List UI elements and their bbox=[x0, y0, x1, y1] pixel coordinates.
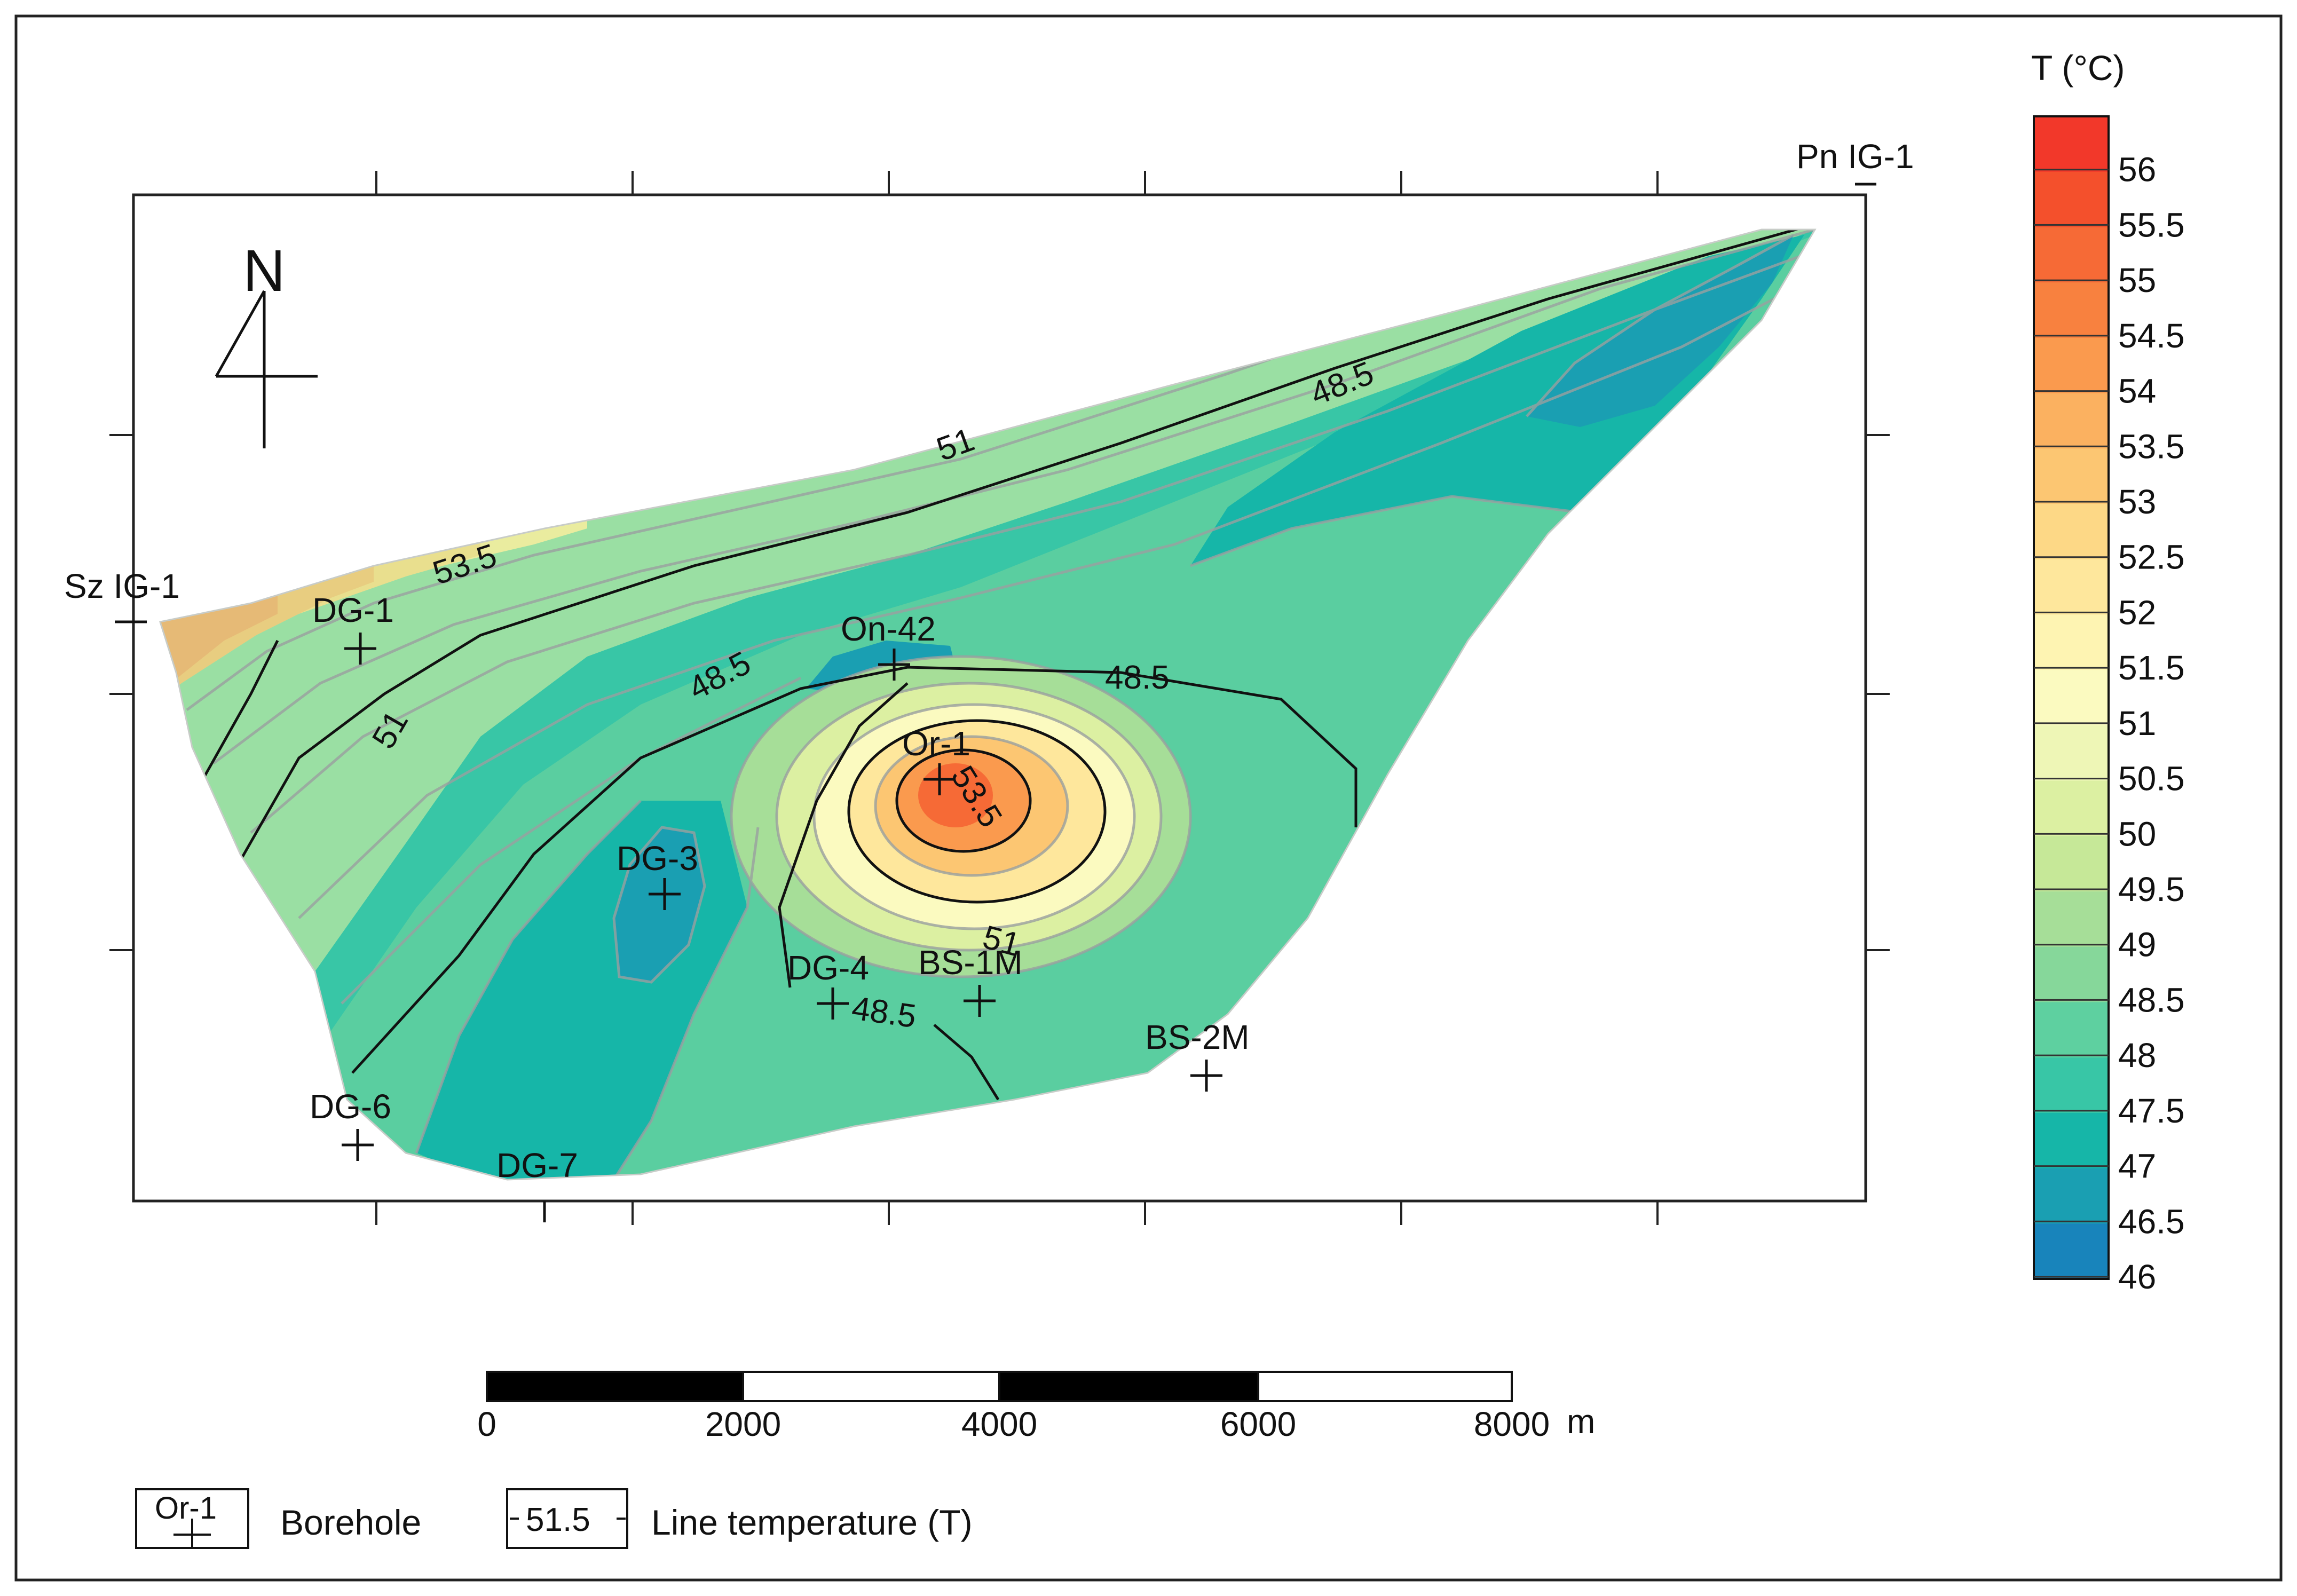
borehole[interactable] bbox=[878, 649, 910, 681]
colorbar: 56 55.5 55 54.5 54 53.5 53 52.5 52 51.5 51 50.5 50 49… bbox=[2033, 115, 2185, 1296]
colorbar-tick-label: 53.5 bbox=[2118, 427, 2185, 465]
colorbar-swatch bbox=[2034, 1057, 2109, 1113]
boreholes bbox=[115, 183, 1876, 1222]
axis-ticks bbox=[109, 171, 1890, 1225]
borehole[interactable] bbox=[115, 606, 147, 638]
legend-line-swatch bbox=[506, 1488, 628, 1549]
colorbar-swatch bbox=[2034, 1168, 2109, 1224]
scale-tick: 2000 bbox=[705, 1405, 781, 1443]
colorbar-title: T (°C) bbox=[2031, 48, 2125, 88]
borehole-label: Pn IG-1 bbox=[1796, 137, 1914, 176]
borehole-label: DG-3 bbox=[617, 839, 698, 878]
colorbar-frame bbox=[2033, 115, 2110, 1280]
borehole[interactable] bbox=[344, 633, 376, 665]
borehole-label: BS-2M bbox=[1145, 1018, 1250, 1056]
borehole[interactable] bbox=[923, 763, 956, 795]
colorbar-tick-label: 52 bbox=[2118, 593, 2156, 631]
colorbar-tick-label: 50.5 bbox=[2118, 760, 2185, 798]
scale-unit: m bbox=[1567, 1402, 1595, 1441]
colorbar-swatch bbox=[2034, 891, 2109, 947]
legend-borehole-sample: Or-1 bbox=[155, 1491, 217, 1526]
colorbar-tick-label: 47 bbox=[2118, 1147, 2156, 1186]
colorbar-tick-label: 55 bbox=[2118, 261, 2156, 299]
colorbar-tick-label: 50 bbox=[2118, 815, 2156, 853]
colorbar-tick-label: 47.5 bbox=[2118, 1092, 2185, 1130]
colorbar-swatch bbox=[2034, 614, 2109, 670]
borehole-label: DG-1 bbox=[312, 591, 394, 629]
colorbar-tick-label: 46 bbox=[2118, 1258, 2156, 1296]
colorbar-tick-label: 53 bbox=[2118, 483, 2156, 521]
colorbar-tick-label: 48 bbox=[2118, 1036, 2156, 1074]
colorbar-swatch bbox=[2034, 504, 2109, 560]
scale-tick: 4000 bbox=[961, 1405, 1037, 1443]
contour-label: 48.5 bbox=[849, 990, 918, 1035]
colorbar-swatch bbox=[2034, 171, 2109, 227]
colorbar-tick-label: 49 bbox=[2118, 926, 2156, 964]
colorbar-swatch bbox=[2034, 1002, 2109, 1058]
colorbar-swatch bbox=[2034, 227, 2109, 283]
contour-label: 48.5 bbox=[1105, 659, 1170, 696]
map-axes-box bbox=[132, 193, 1867, 1203]
scale-tick: 6000 bbox=[1220, 1405, 1296, 1443]
colorbar-tick-label: 46.5 bbox=[2118, 1202, 2185, 1241]
borehole-label: DG-4 bbox=[787, 949, 869, 987]
scale-bar bbox=[486, 1371, 1513, 1402]
legend-line-label: Line temperature (T) bbox=[651, 1503, 973, 1542]
borehole-label: On-42 bbox=[841, 610, 936, 648]
legend-borehole-label: Borehole bbox=[280, 1503, 421, 1542]
colorbar-swatch bbox=[2034, 725, 2109, 781]
colorbar-swatch bbox=[2034, 1223, 2109, 1279]
borehole[interactable] bbox=[1190, 1060, 1222, 1092]
scale-tick: 8000 bbox=[1474, 1405, 1550, 1443]
colorbar-swatch bbox=[2034, 670, 2109, 726]
colorbar-swatch bbox=[2034, 946, 2109, 1002]
borehole-labels: Sz IG-1 Pn IG-1 DG-1 On-42 Or-1 DG-3 DG-… bbox=[64, 137, 1914, 1184]
colorbar-tick-label: 56 bbox=[2118, 151, 2156, 189]
scale-tick: 0 bbox=[477, 1405, 496, 1443]
borehole-label: Or-1 bbox=[902, 724, 970, 763]
north-label: N bbox=[243, 238, 285, 304]
borehole[interactable] bbox=[649, 878, 681, 910]
borehole[interactable] bbox=[964, 985, 996, 1017]
colorbar-swatch bbox=[2034, 448, 2109, 504]
colorbar-tick-label: 48.5 bbox=[2118, 981, 2185, 1019]
colorbar-swatch bbox=[2034, 836, 2109, 892]
colorbar-swatch bbox=[2034, 282, 2109, 338]
borehole-label: DG-6 bbox=[310, 1087, 391, 1126]
scale-bar-ticks: 0 2000 4000 6000 8000 bbox=[477, 1405, 1550, 1443]
borehole[interactable] bbox=[817, 987, 849, 1020]
legend-line-sample: 51.5 bbox=[526, 1502, 590, 1538]
colorbar-tick-label: 49.5 bbox=[2118, 870, 2185, 908]
colorbar-tick-label: 51.5 bbox=[2118, 649, 2185, 687]
borehole[interactable] bbox=[342, 1129, 374, 1161]
colorbar-swatch bbox=[2034, 780, 2109, 836]
colorbar-swatch bbox=[2034, 116, 2109, 172]
colorbar-tick-label: 52.5 bbox=[2118, 538, 2185, 576]
colorbar-tick-label: 54.5 bbox=[2118, 317, 2185, 355]
colorbar-tick-label: 54 bbox=[2118, 372, 2156, 410]
colorbar-tick-label: 55.5 bbox=[2118, 206, 2185, 244]
borehole-label: DG-7 bbox=[496, 1146, 578, 1184]
legend: Or-1 Borehole 51.5 Line temperature (T) bbox=[135, 1488, 973, 1549]
north-arrow-icon bbox=[215, 290, 318, 448]
borehole-label: BS-1M bbox=[918, 943, 1023, 982]
borehole-label: Sz IG-1 bbox=[64, 567, 180, 605]
colorbar-swatch bbox=[2034, 1112, 2109, 1169]
colorbar-swatch bbox=[2034, 393, 2109, 449]
colorbar-swatch bbox=[2034, 559, 2109, 615]
colorbar-tick-label: 51 bbox=[2118, 704, 2156, 742]
colorbar-swatch bbox=[2034, 337, 2109, 394]
